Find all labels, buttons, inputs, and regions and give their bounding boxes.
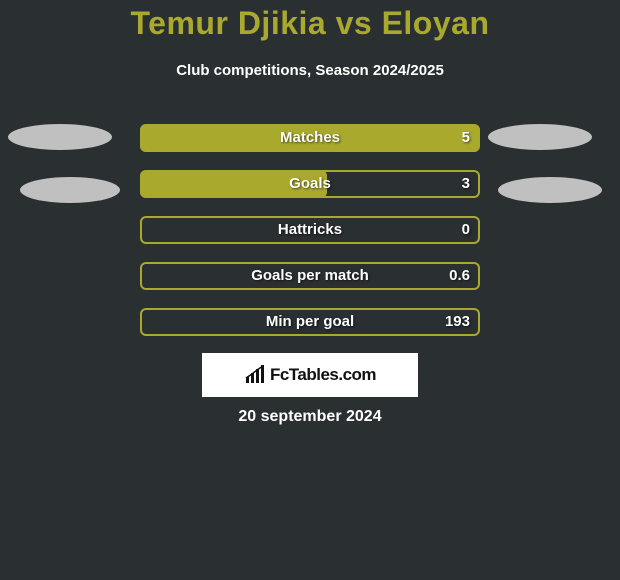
- stat-label: Matches: [140, 124, 480, 152]
- subtitle: Club competitions, Season 2024/2025: [0, 62, 620, 79]
- stat-label: Goals per match: [140, 262, 480, 290]
- stat-row: Hattricks0: [0, 216, 620, 244]
- stat-value: 3: [462, 170, 470, 198]
- stat-value: 5: [462, 124, 470, 152]
- stat-row: Goals per match0.6: [0, 262, 620, 290]
- stat-row: Goals3: [0, 170, 620, 198]
- stat-row: Min per goal193: [0, 308, 620, 336]
- stat-label: Min per goal: [140, 308, 480, 336]
- stat-value: 0: [462, 216, 470, 244]
- stat-label: Hattricks: [140, 216, 480, 244]
- source-logo: FcTables.com: [202, 353, 418, 397]
- stat-label: Goals: [140, 170, 480, 198]
- stat-rows: Matches5Goals3Hattricks0Goals per match0…: [0, 124, 620, 354]
- page-title: Temur Djikia vs Eloyan: [0, 5, 620, 42]
- stat-row: Matches5: [0, 124, 620, 152]
- date-caption: 20 september 2024: [0, 408, 620, 426]
- logo-text: FcTables.com: [270, 365, 376, 385]
- bars-icon: [244, 365, 266, 385]
- stat-value: 0.6: [449, 262, 470, 290]
- stat-value: 193: [445, 308, 470, 336]
